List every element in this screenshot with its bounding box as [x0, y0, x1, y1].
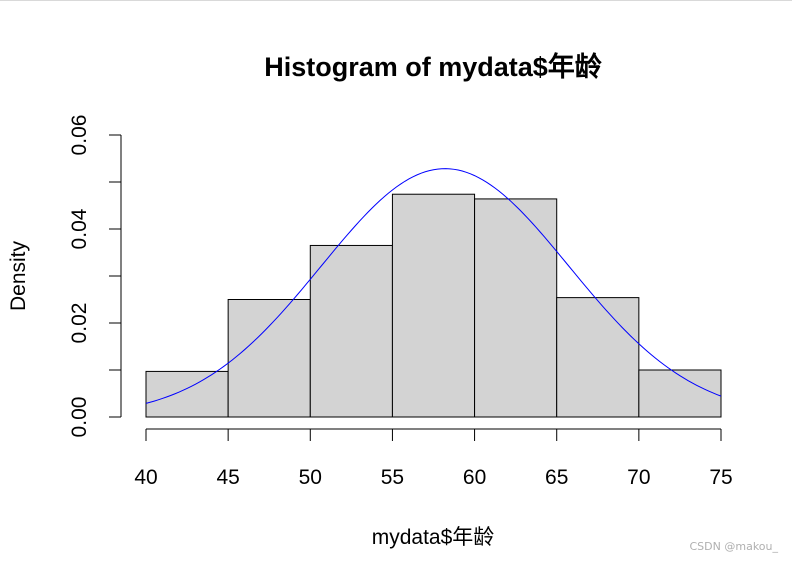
x-tick-label: 50	[299, 466, 322, 489]
x-axis: 40 45 50 55 60 65 70 75	[134, 428, 733, 489]
x-tick-label: 65	[545, 466, 568, 489]
y-axis-label: Density	[7, 240, 30, 311]
x-axis-label: mydata$年龄	[372, 526, 495, 549]
window-top-border	[0, 0, 792, 1]
density-curve-group	[145, 168, 722, 404]
chart-title: Histogram of mydata$年龄	[264, 51, 603, 82]
histogram-bar	[145, 370, 229, 418]
y-tick-label: 0.00	[68, 397, 91, 438]
density-curve-line	[145, 168, 722, 404]
x-tick-label: 40	[134, 466, 157, 489]
histogram-bar	[309, 244, 393, 418]
x-tick-label: 60	[463, 466, 486, 489]
histogram-bar	[391, 193, 476, 418]
x-tick-label: 75	[709, 466, 732, 489]
x-tick-label: 55	[381, 466, 404, 489]
y-axis: 0.00 0.02 0.04 0.06	[68, 115, 122, 438]
x-tick-label: 45	[216, 466, 239, 489]
histogram-bar	[227, 299, 311, 418]
histogram-bar	[638, 369, 722, 418]
y-tick-label: 0.02	[68, 303, 91, 344]
bars-group	[145, 193, 722, 418]
y-tick-label: 0.06	[68, 115, 91, 156]
x-tick-label: 70	[627, 466, 650, 489]
y-tick-label: 0.04	[68, 208, 91, 249]
histogram-bar	[556, 297, 640, 418]
histogram-bar	[474, 198, 558, 418]
watermark-text: CSDN @makou_	[689, 540, 779, 553]
